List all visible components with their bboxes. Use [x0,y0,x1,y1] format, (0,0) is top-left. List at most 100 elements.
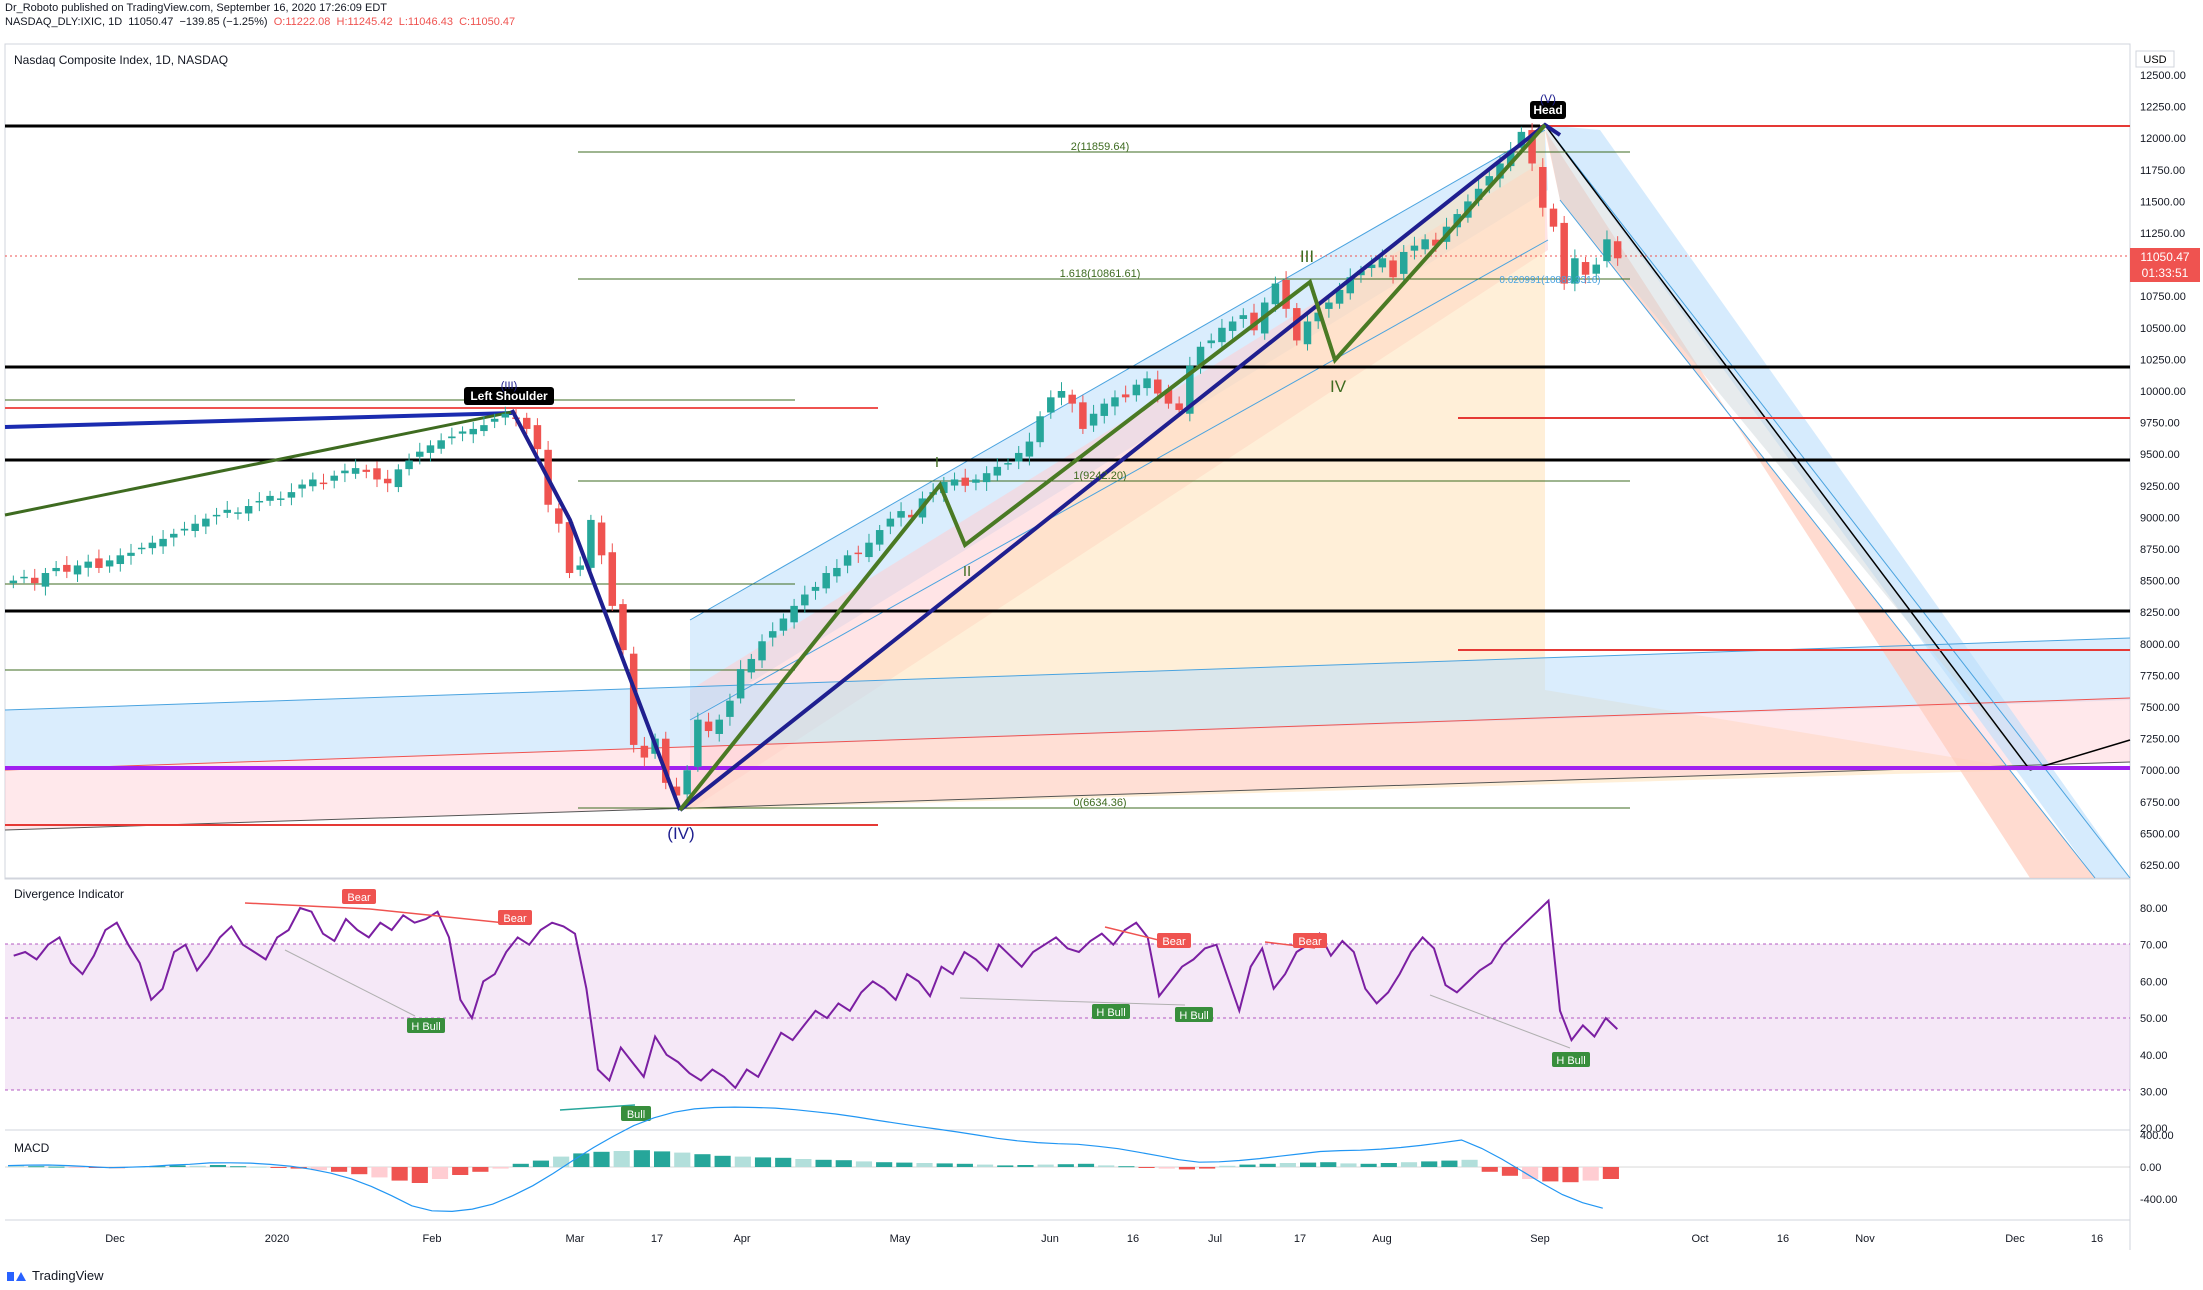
macd-bar [149,1166,166,1168]
candle-body [715,719,723,734]
macd-bar [1320,1162,1337,1167]
macd-bar [1259,1163,1276,1167]
macd-bar [795,1159,812,1167]
macd-bar [452,1167,469,1175]
candle-body [298,484,306,489]
tradingview-brand[interactable]: TradingView [6,1268,104,1283]
bull-label: Bull [621,1106,651,1121]
macd-bar [270,1167,287,1168]
divergence-series [13,898,1618,1090]
candle-body [533,425,542,450]
candle-body [480,425,488,432]
macd-axis[interactable]: 400.00 0.00 -400.00 [2140,1130,2177,1206]
price-tick: 11750.00 [2140,165,2185,177]
candle-body [1581,262,1590,275]
macd-bar [1158,1167,1175,1169]
time-tick: 2020 [265,1233,289,1245]
rsi-band [5,944,2130,1090]
channel-line [4,697,2131,771]
price-tick: 9500.00 [2140,449,2180,461]
price-tick: 8500.00 [2140,576,2180,588]
channel-line [689,239,1549,721]
price-tick: 9750.00 [2140,418,2180,430]
head-trend-line [1544,124,2031,771]
candle-body [41,573,50,587]
macd-bar [1017,1165,1034,1167]
time-tick: Oct [1691,1233,1708,1245]
candle-body [448,436,456,439]
fib-label-small: 0.620991(10889.3316) [1499,275,1600,286]
head-label: Head [1530,101,1566,119]
macd-bar [1481,1167,1498,1172]
ohlc-line: NASDAQ_DLY:IXIC, 1D 11050.47 −139.85 (−1… [5,16,515,28]
time-axis[interactable]: Dec 2020 Feb Mar 17 Apr May Jun 16 Jul 17 Aug Sep Oct… [105,1233,2103,1245]
macd-bar [48,1166,65,1168]
macd-bar [1501,1167,1519,1176]
macd-bar [855,1161,873,1167]
candle-body [1539,167,1547,208]
candle-body [662,738,670,783]
price-axis[interactable]: 12500.00 12250.00 12000.00 11750.00 11500.00… [2140,70,2186,872]
time-tick: Mar [566,1233,585,1245]
macd-bar [654,1151,671,1167]
candle-body [1378,258,1387,268]
wave-ii-label: II [963,563,971,580]
candle-body [223,509,231,513]
price-tick: 10250.00 [2140,354,2186,366]
macd-bar [1562,1167,1579,1183]
candle-body [426,445,435,453]
candle-body [619,604,627,651]
svg-text:H Bull: H Bull [1096,1007,1125,1019]
macd-bar [674,1152,691,1167]
price-tick: 8000.00 [2140,639,2180,651]
macd-bar [1199,1167,1216,1169]
divergence-pane-title: Divergence Indicator [14,887,125,901]
macd-bar [956,1163,973,1167]
price-tick: 12000.00 [2140,133,2186,145]
macd-bar [633,1150,650,1167]
candle-body [437,440,445,449]
candle-body [758,641,766,661]
candle-body [1239,315,1248,319]
candle-body [1421,239,1429,250]
currency-badge[interactable]: USD [2135,50,2175,68]
fib-label-0: 0(6634.36) [1073,797,1126,809]
price-tick: 7250.00 [2140,734,2180,746]
divergence-tick: 60.00 [2140,976,2168,988]
price-tick: 10750.00 [2140,291,2186,303]
macd-bar [8,1165,25,1167]
candle-body [362,469,371,472]
candle-body [1485,176,1494,186]
macd-bar [391,1167,408,1181]
hbull-label: H Bull [1092,1004,1130,1019]
candle-body [255,500,264,503]
candle-body [276,498,285,500]
price-tick: 6500.00 [2140,828,2180,840]
macd-bar [169,1165,186,1167]
svg-text:Left Shoulder: Left Shoulder [470,389,548,403]
svg-text:H Bull: H Bull [411,1021,440,1033]
time-tick: Dec [2005,1233,2025,1245]
macd-bar [1178,1167,1196,1170]
svg-text:H Bull: H Bull [1179,1010,1208,1022]
candle-body [886,518,895,527]
macd-bar [1098,1165,1115,1167]
high-value: H:11245.42 [336,16,393,28]
price-tick: 11500.00 [2140,196,2185,208]
macd-tick: 0.00 [2140,1162,2161,1174]
symbol[interactable]: NASDAQ_DLY:IXIC, 1D [5,16,123,28]
price-pane-title: Nasdaq Composite Index, 1D, NASDAQ [14,53,229,67]
channel-line [689,129,1546,621]
candle-body [1271,283,1280,305]
candle-body [148,542,157,549]
divergence-axis[interactable]: 80.00 70.00 60.00 50.00 40.00 30.00 20.00 [2140,903,2168,1135]
macd-bar [734,1156,751,1167]
left-shoulder-label: Left Shoulder [464,387,554,405]
candle-body [341,470,349,474]
candle-body [1207,340,1215,344]
candle-body [1400,251,1408,274]
candle-body [811,586,820,591]
channel-line [1544,124,2131,879]
macd-bar [694,1154,711,1167]
